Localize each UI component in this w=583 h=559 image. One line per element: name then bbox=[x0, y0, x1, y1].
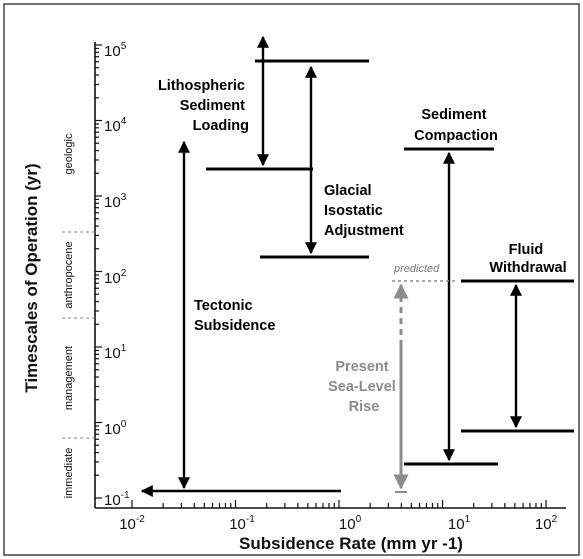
y-tick-label: 101 bbox=[104, 343, 127, 362]
glacial-label: Glacial Isostatic Adjustment bbox=[324, 183, 404, 239]
lithospheric-label: Lithospheric Sediment Loading bbox=[158, 78, 249, 134]
x-tick-label: 10-1 bbox=[229, 514, 255, 533]
x-axis-title: Subsidence Rate (mm yr -1) bbox=[239, 534, 463, 553]
band-label-anthropocene: anthropocene bbox=[63, 241, 75, 308]
y-tick-label: 104 bbox=[104, 116, 127, 135]
x-tick-label: 100 bbox=[339, 514, 362, 533]
x-tick-labels: 10-2 10-1 100 101 102 bbox=[119, 514, 557, 533]
figure-frame bbox=[3, 3, 580, 556]
y-axis-title: Timescales of Operation (yr) bbox=[22, 163, 41, 392]
process-tectonic-subsidence: Tectonic Subsidence bbox=[140, 140, 341, 497]
y-tick-label: 103 bbox=[104, 192, 127, 211]
process-lithospheric-loading: Lithospheric Sediment Loading bbox=[158, 35, 369, 167]
y-tick-label: 102 bbox=[104, 268, 127, 287]
process-fluid-withdrawal: Fluid Withdrawal bbox=[461, 242, 574, 433]
predicted-label: predicted bbox=[393, 263, 440, 275]
y-tick-label: 105 bbox=[104, 41, 127, 60]
x-axis-ticks bbox=[131, 500, 547, 508]
process-sea-level-rise: predicted Present Sea-Level Rise bbox=[328, 263, 456, 493]
x-tick-label: 102 bbox=[535, 514, 558, 533]
band-label-immediate: immediate bbox=[63, 448, 75, 499]
fluid-label: Fluid Withdrawal bbox=[489, 242, 566, 276]
process-glacial-adjustment: Glacial Isostatic Adjustment bbox=[206, 65, 404, 259]
compaction-label: Sediment Compaction bbox=[414, 107, 498, 144]
tectonic-label: Tectonic Subsidence bbox=[194, 298, 275, 334]
y-axis-ticks bbox=[95, 44, 102, 499]
sea-level-label: Present Sea-Level Rise bbox=[328, 359, 400, 415]
y-tick-label: 100 bbox=[104, 419, 127, 438]
band-label-geologic: geologic bbox=[63, 133, 75, 174]
process-sediment-compaction: Sediment Compaction bbox=[404, 107, 498, 466]
x-tick-label: 10-2 bbox=[119, 514, 145, 533]
band-label-management: management bbox=[63, 346, 75, 410]
y-tick-labels: 105 104 103 102 101 100 10-1 bbox=[104, 41, 130, 509]
y-tick-label: 10-1 bbox=[104, 490, 130, 509]
x-tick-label: 101 bbox=[448, 514, 471, 533]
